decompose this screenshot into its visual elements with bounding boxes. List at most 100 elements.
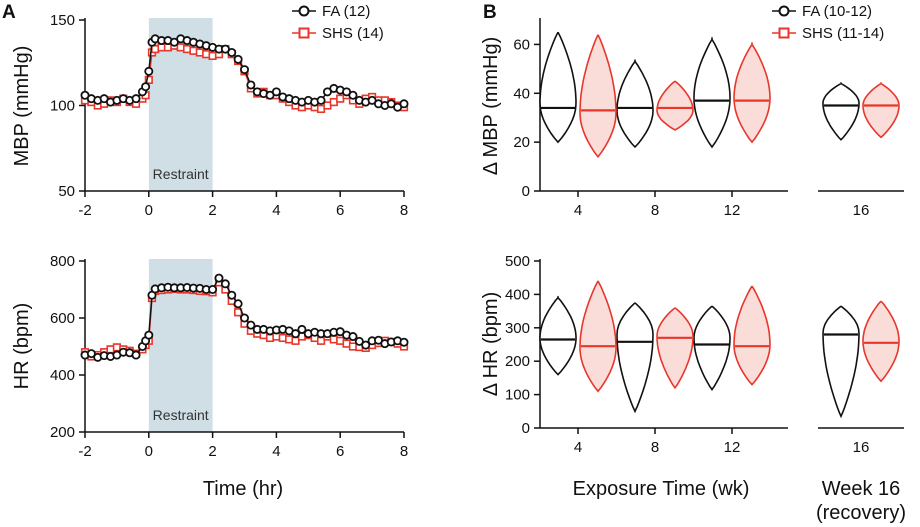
legend-b-fa-marker xyxy=(778,5,790,17)
chart0-point-fa xyxy=(316,95,326,105)
chart2-group-label: 8 xyxy=(651,202,659,219)
chart0-xtick-label: -2 xyxy=(78,202,91,219)
legend-fa-marker xyxy=(298,5,310,17)
chart3-group-label: 16 xyxy=(853,439,870,456)
mbp-axis-title: MBP (mmHg) xyxy=(11,46,33,167)
chart2-violin-fa xyxy=(539,31,577,144)
chart0-ytick-label: 50 xyxy=(58,183,75,200)
chart2-group-label: 16 xyxy=(853,202,870,219)
chart3-group-label: 4 xyxy=(574,439,582,456)
chart1-point-fa xyxy=(86,349,96,359)
chart3-ytick-label: 100 xyxy=(505,387,530,404)
chart3-violin-shs xyxy=(656,307,694,390)
chart2-ytick-label: 60 xyxy=(513,36,530,53)
legend-b-shs-marker xyxy=(778,27,790,39)
chart2-ytick-label: 40 xyxy=(513,85,530,102)
chart2-group-label: 4 xyxy=(574,202,582,219)
chart0-ytick-label: 100 xyxy=(50,98,75,115)
chart3-violin-shs xyxy=(733,285,771,386)
chart0-xtick-label: 0 xyxy=(145,202,153,219)
chart3-ytick-label: 200 xyxy=(505,353,530,370)
exposure-axis-title: Exposure Time (wk) xyxy=(573,478,750,500)
chart1-point-fa xyxy=(246,320,256,330)
chart2-violin-fa xyxy=(616,59,654,149)
chart1-point-fa xyxy=(227,290,237,300)
chart3-violin-fa xyxy=(822,305,860,419)
chart1-point-fa xyxy=(361,340,371,350)
chart1-point-fa xyxy=(348,332,358,342)
legend-fa-label: FA (12) xyxy=(322,3,370,20)
chart1-point-fa xyxy=(144,330,154,340)
chart1-ytick-label: 200 xyxy=(50,424,75,441)
legend-b: FA (10-12) SHS (11-14) xyxy=(772,3,884,42)
chart0-xtick-label: 2 xyxy=(208,202,216,219)
panel-label-a: A xyxy=(2,2,16,23)
chart2-violin-shs xyxy=(656,80,694,131)
chart1-xtick-label: 4 xyxy=(272,443,280,460)
chart1-restraint-label: Restraint xyxy=(153,407,209,423)
chart1-point-fa xyxy=(131,350,141,360)
chart3-violin-shs xyxy=(579,280,617,393)
chart3-ytick-label: 500 xyxy=(505,253,530,270)
legend-b-fa-label: FA (10-12) xyxy=(802,3,872,20)
chart1-point-fa xyxy=(297,324,307,334)
chart2-group-label: 12 xyxy=(724,202,741,219)
chart0-point-fa xyxy=(399,99,409,109)
dmbp-axis-title: Δ MBP (mmHg) xyxy=(480,37,502,176)
recovery-axis-title-1: Week 16 xyxy=(822,478,901,500)
chart1-point-fa xyxy=(239,313,249,323)
legend-b-shs-label: SHS (11-14) xyxy=(802,25,884,42)
dhr-axis-title: Δ HR (bpm) xyxy=(480,292,502,396)
chart0-point-fa xyxy=(144,66,154,76)
chart1-point-fa xyxy=(220,279,230,289)
chart1-point-fa xyxy=(291,329,301,339)
chart2-ytick-label: 0 xyxy=(522,183,530,200)
chart0-restraint-label: Restraint xyxy=(153,166,209,182)
chart3-group-label: 8 xyxy=(651,439,659,456)
chart0-ytick-label: 150 xyxy=(50,12,75,29)
chart0-point-fa xyxy=(233,54,243,64)
legend-shs-label: SHS (14) xyxy=(322,25,384,42)
chart0-point-fa xyxy=(246,80,256,90)
chart3-group-label: 12 xyxy=(724,439,741,456)
time-axis-title: Time (hr) xyxy=(203,478,283,500)
chart1-xtick-label: 8 xyxy=(400,443,408,460)
chart1-xtick-label: 2 xyxy=(208,443,216,460)
chart3-ytick-label: 300 xyxy=(505,320,530,337)
chart0-xtick-label: 6 xyxy=(336,202,344,219)
chart0-point-fa xyxy=(141,82,151,92)
chart3-ytick-label: 400 xyxy=(505,286,530,303)
chart3-violin-fa xyxy=(616,302,654,414)
chart1-point-fa xyxy=(208,284,218,294)
chart1-point-fa xyxy=(354,336,364,346)
chart0-point-fa xyxy=(348,90,358,100)
chart3-ytick-label: 0 xyxy=(522,420,530,437)
chart1-xtick-label: -2 xyxy=(78,443,91,460)
chart1-point-fa xyxy=(233,299,243,309)
chart2-violin-shs xyxy=(862,81,900,139)
chart0-xtick-label: 8 xyxy=(400,202,408,219)
chart2-violin-fa xyxy=(822,82,860,141)
chart2-violin-shs xyxy=(579,34,617,159)
chart2-violin-shs xyxy=(733,41,771,144)
legend-shs-marker xyxy=(298,27,310,39)
hr-axis-title: HR (bpm) xyxy=(11,303,33,390)
chart0-point-fa xyxy=(271,87,281,97)
chart0-point-fa xyxy=(227,47,237,57)
chart2-ytick-label: 20 xyxy=(513,134,530,151)
chart0-point-fa xyxy=(131,94,141,104)
chart1-point-fa xyxy=(399,337,409,347)
chart1-xtick-label: 6 xyxy=(336,443,344,460)
chart1-xtick-label: 0 xyxy=(145,443,153,460)
chart0-point-fa xyxy=(239,65,249,75)
chart2-violin-fa xyxy=(693,36,731,149)
legend-a: FA (12) SHS (14) xyxy=(292,3,384,42)
panel-label-b: B xyxy=(483,2,497,23)
recovery-axis-title-2: (recovery) xyxy=(816,502,906,524)
chart1-ytick-label: 400 xyxy=(50,367,75,384)
chart3-violin-shs xyxy=(862,300,900,383)
chart1-point-fa xyxy=(214,273,224,283)
chart3-violin-fa xyxy=(539,295,577,376)
chart3-violin-fa xyxy=(693,305,731,392)
